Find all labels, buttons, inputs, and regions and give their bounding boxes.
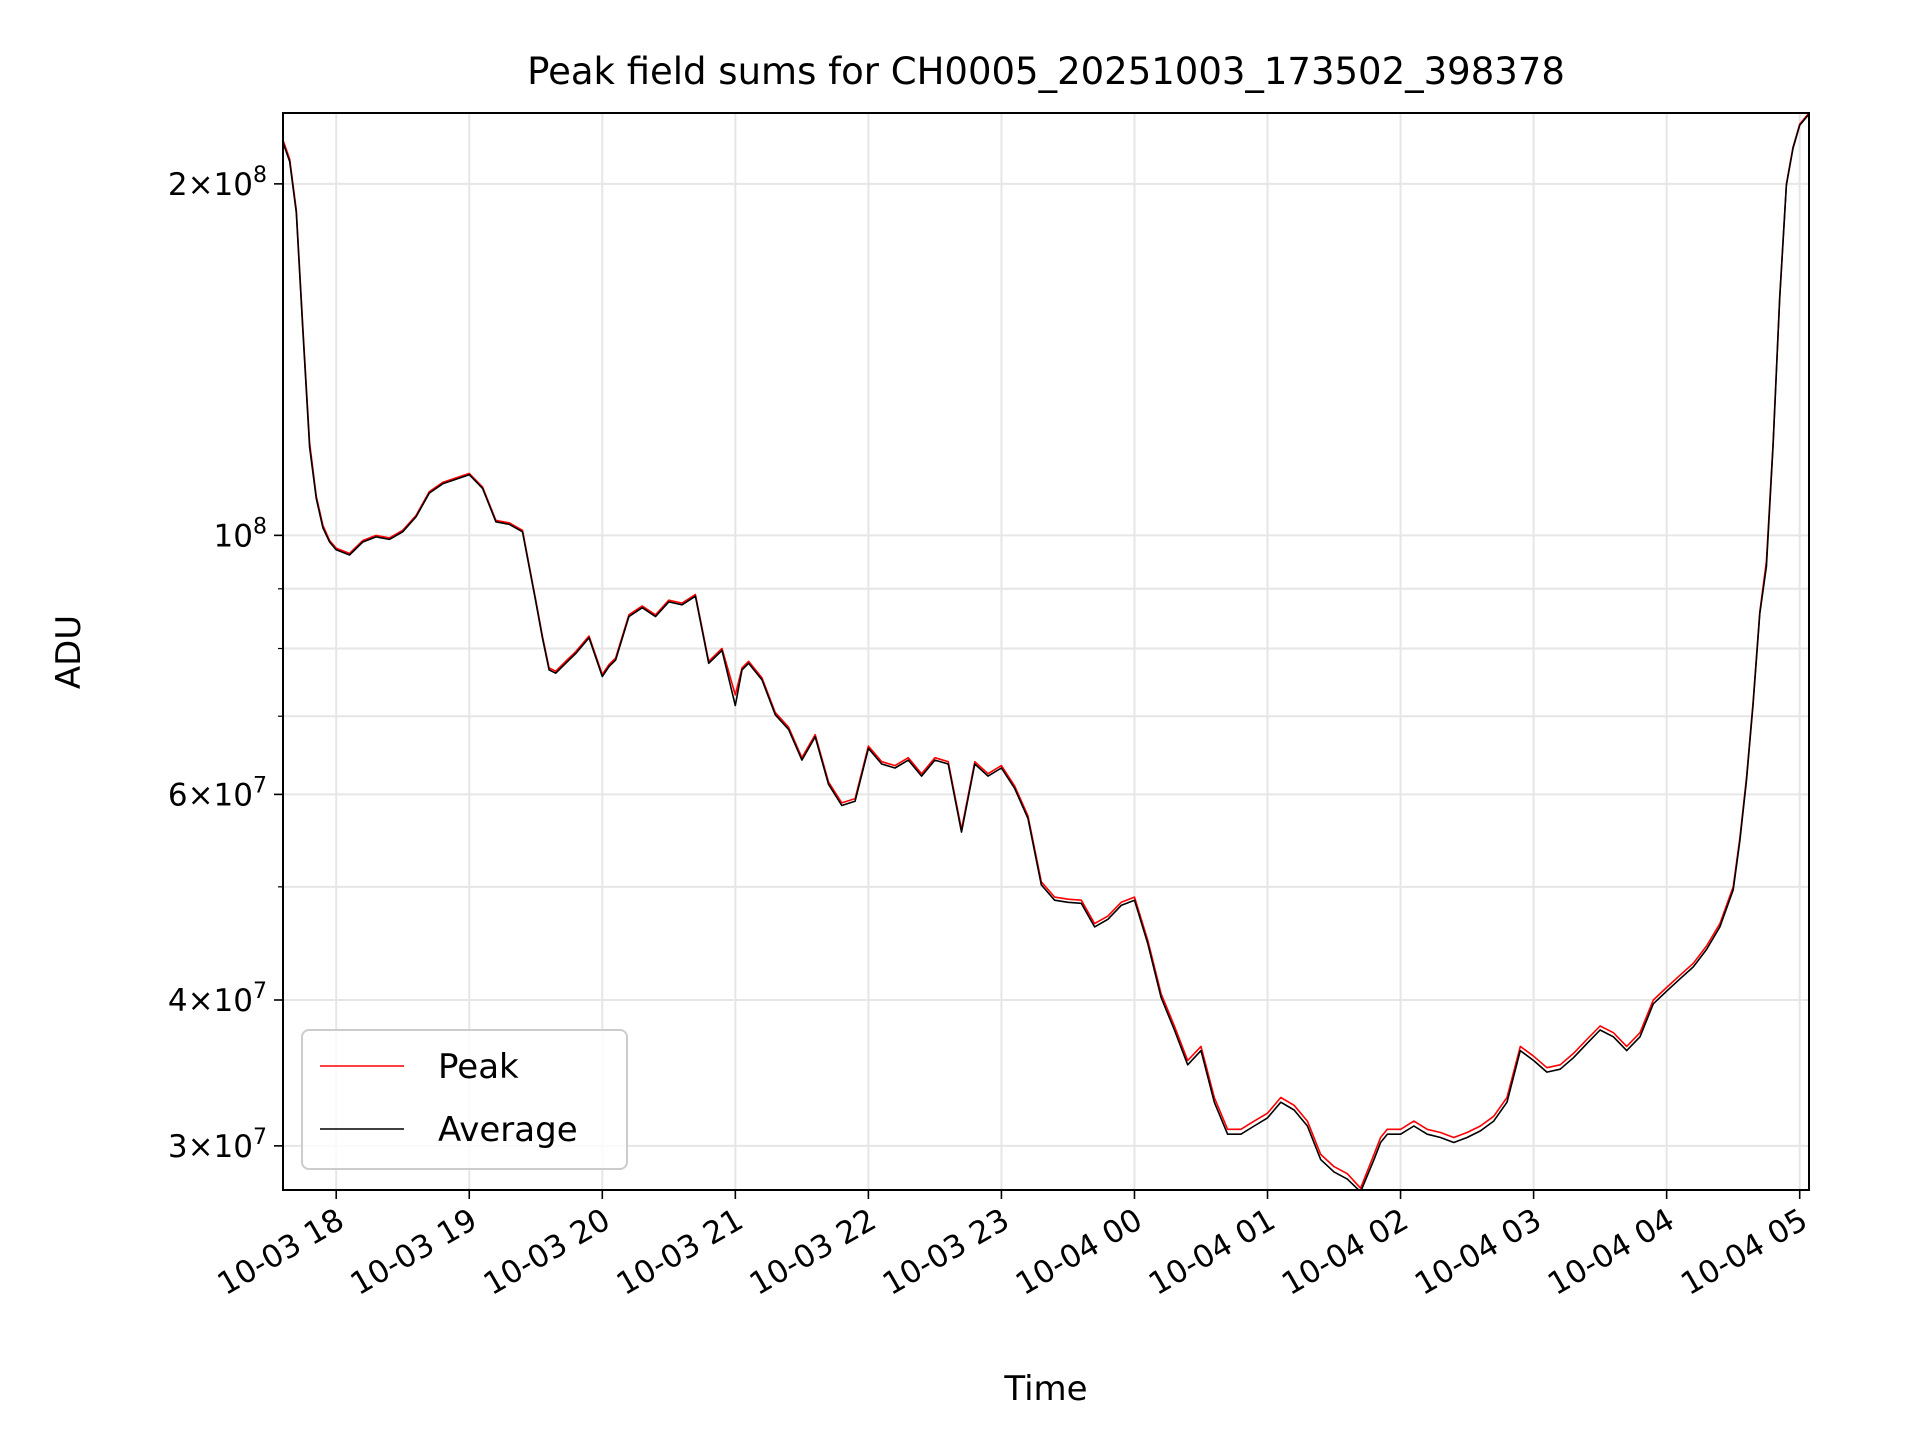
- y-tick-label: 108: [214, 514, 267, 554]
- plot-frame: [282, 112, 1810, 1191]
- legend-box: [301, 1029, 628, 1170]
- y-tick-label: 6×107: [168, 773, 267, 813]
- y-tick-label: 4×107: [168, 979, 267, 1019]
- y-axis-label: ADU: [49, 615, 89, 689]
- legend-label-peak: Peak: [438, 1047, 519, 1087]
- y-tick-label: 3×107: [168, 1125, 267, 1165]
- legend-label-average: Average: [438, 1110, 578, 1150]
- series-line-peak: [283, 113, 1809, 1189]
- series-line-average: [283, 113, 1809, 1190]
- chart-title: Peak field sums for CH0005_20251003_1735…: [527, 50, 1565, 93]
- series-layer: [283, 113, 1809, 1190]
- legend: Peak Average: [301, 1029, 628, 1170]
- x-axis-label: Time: [1003, 1369, 1087, 1409]
- grid: [283, 113, 1809, 1190]
- y-tick-label: 2×108: [168, 163, 267, 203]
- y-axis: 3×107 4×107 6×107 108 2×108: [168, 163, 283, 1165]
